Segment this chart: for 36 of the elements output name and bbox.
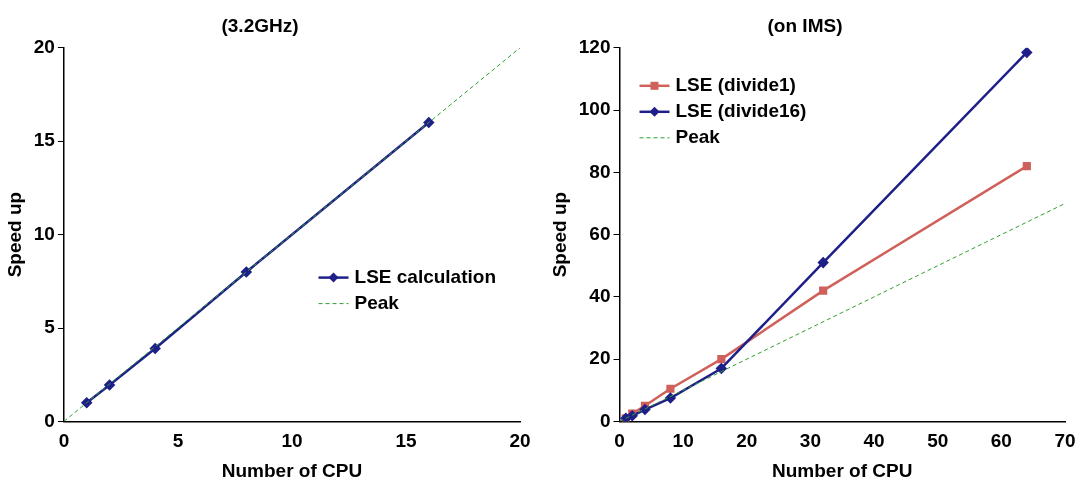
y-tick-label: 120	[578, 36, 611, 58]
chart-title: (3.2GHz)	[221, 14, 299, 36]
legend-label: Peak	[354, 291, 400, 313]
x-tick-label: 20	[509, 430, 531, 452]
x-tick-label: 50	[927, 430, 949, 452]
x-tick-label: 0	[58, 430, 70, 452]
x-tick-label: 10	[672, 430, 694, 452]
x-tick-label: 5	[172, 430, 184, 452]
y-axis-title: Speed up	[3, 191, 25, 278]
y-tick-label: 10	[33, 222, 55, 244]
x-tick-label: 30	[799, 430, 821, 452]
x-tick-label: 0	[614, 430, 625, 452]
y-tick-label: 60	[589, 222, 611, 244]
y-axis-title: Speed up	[548, 191, 570, 278]
y-tick-label: 0	[599, 409, 611, 431]
x-tick-label: 40	[863, 430, 885, 452]
y-tick-label: 100	[578, 98, 611, 120]
y-tick-label: 0	[44, 409, 55, 431]
y-tick-label: 5	[44, 316, 56, 338]
y-tick-label: 40	[589, 285, 611, 307]
x-tick-label: 70	[1054, 430, 1076, 452]
x-axis-title: Number of CPU	[221, 459, 363, 481]
legend-label: LSE calculation	[354, 265, 496, 287]
x-tick-label: 15	[395, 430, 417, 452]
y-tick-label: 80	[589, 160, 611, 182]
legend-label: Peak	[675, 126, 721, 148]
chart-title: (on IMS)	[767, 14, 843, 36]
legend-label: LSE (divide16)	[675, 100, 807, 122]
y-tick-label: 15	[33, 129, 56, 151]
legend-label: LSE (divide1)	[675, 74, 796, 96]
x-tick-label: 60	[990, 430, 1012, 452]
y-tick-label: 20	[33, 36, 55, 58]
x-tick-label: 20	[736, 430, 758, 452]
y-tick-label: 20	[589, 347, 611, 369]
x-tick-label: 10	[281, 430, 303, 452]
x-axis-title: Number of CPU	[772, 459, 913, 481]
